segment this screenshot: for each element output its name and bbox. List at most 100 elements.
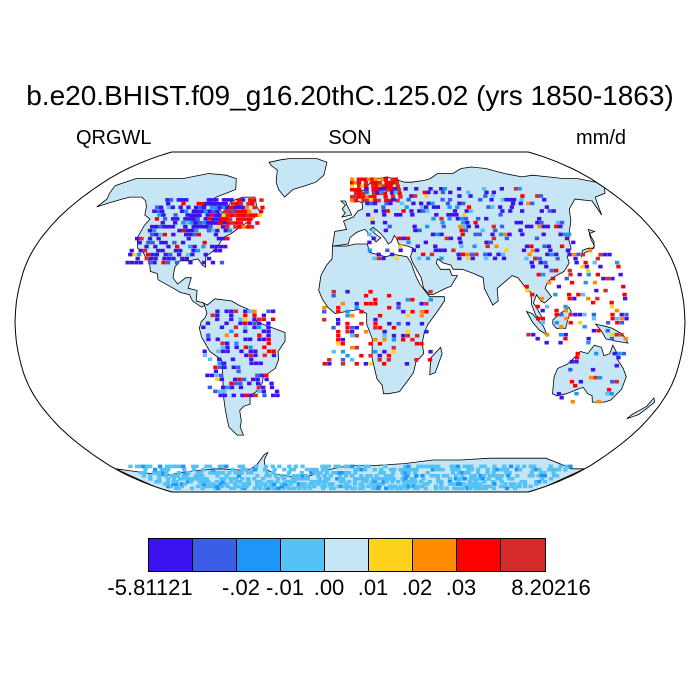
data-cell [378, 471, 383, 475]
data-cell [350, 198, 355, 203]
data-cell [181, 228, 186, 233]
data-cell [285, 484, 290, 489]
data-cell [537, 479, 542, 484]
data-cell [356, 467, 361, 472]
data-cell [554, 312, 559, 317]
data-cell [456, 479, 461, 484]
data-cell [363, 464, 368, 469]
data-cell [535, 304, 540, 309]
data-cell [402, 474, 407, 478]
data-cell [489, 197, 494, 202]
data-cell [542, 197, 547, 202]
data-cell [287, 464, 292, 469]
data-cell [248, 217, 253, 221]
data-cell [359, 321, 364, 326]
data-cell [374, 184, 379, 188]
data-cell [229, 317, 234, 322]
data-cell [493, 228, 498, 233]
data-cell [517, 484, 522, 489]
data-cell [439, 482, 444, 486]
data-cell [401, 337, 406, 342]
data-cell [478, 197, 483, 202]
data-cell [297, 486, 302, 491]
north-america [96, 173, 262, 308]
data-cell [171, 256, 176, 261]
data-cell [285, 474, 290, 478]
data-cell [266, 341, 271, 346]
data-cell [512, 197, 517, 202]
data-cell [405, 333, 410, 338]
data-cell [222, 365, 227, 370]
data-cell [573, 256, 578, 261]
data-cell [255, 479, 260, 484]
data-cell [414, 358, 419, 362]
data-cell [614, 363, 619, 368]
data-cell [370, 479, 375, 484]
data-cell [447, 205, 452, 209]
data-cell [309, 471, 314, 475]
data-cell [331, 289, 336, 294]
data-cell [373, 321, 378, 326]
data-cell [252, 325, 257, 330]
data-cell [292, 479, 297, 484]
data-cell [381, 471, 386, 475]
data-cell [395, 198, 400, 203]
data-cell [186, 479, 191, 484]
data-cell [565, 464, 570, 469]
data-cell [197, 205, 203, 210]
data-cell [166, 201, 171, 206]
data-cell [154, 224, 159, 229]
data-cell [354, 345, 359, 350]
data-cell [510, 201, 516, 206]
data-cell [195, 217, 200, 221]
data-cell [425, 256, 431, 261]
data-cell [591, 328, 596, 333]
data-cell [496, 252, 501, 257]
data-cell [440, 197, 445, 202]
data-cell [249, 225, 255, 229]
data-cell [406, 197, 411, 202]
data-cell [185, 252, 191, 257]
new-zealand [626, 396, 656, 420]
data-cell [412, 194, 418, 198]
data-cell [422, 190, 427, 195]
data-cell [474, 477, 479, 481]
data-cell [393, 484, 398, 489]
data-cell [487, 484, 493, 489]
data-cell [417, 484, 422, 489]
data-cell [541, 232, 546, 237]
data-cell [486, 205, 491, 209]
data-cell [523, 484, 528, 489]
data-cell [222, 393, 228, 398]
data-cell [469, 467, 474, 472]
data-cell [543, 260, 548, 265]
colorbar-box [369, 539, 413, 571]
data-cell [383, 464, 388, 469]
data-cell [214, 484, 220, 489]
data-cell [554, 268, 559, 273]
data-cell [218, 244, 224, 249]
data-cell [377, 313, 383, 318]
data-cell [483, 252, 488, 257]
data-cell [387, 305, 392, 310]
data-cell [373, 209, 378, 213]
data-cell [144, 464, 150, 469]
data-cell [357, 191, 362, 196]
data-cell [365, 474, 370, 478]
data-cell [336, 305, 341, 310]
data-cell [299, 482, 305, 486]
data-cell [464, 209, 469, 213]
data-cell [287, 486, 292, 491]
data-cell [424, 309, 429, 314]
data-cell [456, 477, 462, 481]
data-cell [468, 486, 473, 491]
data-cell [564, 236, 570, 241]
data-cell [397, 236, 402, 241]
data-cell [353, 198, 359, 203]
data-cell [448, 236, 454, 241]
data-cell [141, 464, 146, 469]
data-cell [376, 486, 381, 491]
data-cell [373, 479, 378, 484]
data-cell [473, 479, 478, 484]
data-cell [538, 471, 544, 475]
